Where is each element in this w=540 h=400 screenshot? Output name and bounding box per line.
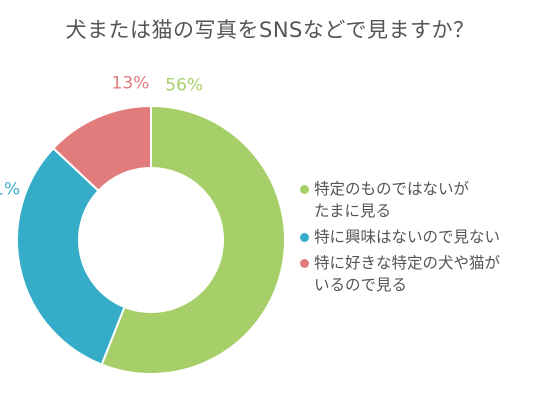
slice-value-label-2: 13% bbox=[112, 73, 150, 93]
legend-item-2: 特に好きな特定の犬や猫が いるので見る bbox=[300, 252, 535, 296]
slice-0 bbox=[100, 104, 286, 375]
legend-label-0: 特定のものではないが たまに見る bbox=[314, 180, 470, 220]
chart-title: 犬または猫の写真をSNSなどで見ますか？ bbox=[65, 18, 475, 42]
slice-2 bbox=[51, 104, 152, 193]
slice-value-label-0: 56% bbox=[165, 76, 203, 96]
legend-swatch-1 bbox=[300, 233, 309, 242]
legend-swatch-2 bbox=[300, 259, 309, 268]
legend-label-1: 特に興味はないので見ない bbox=[314, 228, 501, 246]
legend-swatch-0 bbox=[300, 185, 309, 194]
legend-label-2: 特に好きな特定の犬や猫が いるので見る bbox=[314, 254, 501, 294]
slice-1 bbox=[16, 146, 126, 366]
slice-value-label-1: 31% bbox=[0, 179, 20, 199]
legend-item-0: 特定のものではないが たまに見る bbox=[300, 178, 535, 222]
legend-item-1: 特に興味はないので見ない bbox=[300, 226, 535, 248]
legend: 特定のものではないが たまに見る 特に興味はないので見ない 特に好きな特定の犬や… bbox=[300, 178, 535, 300]
